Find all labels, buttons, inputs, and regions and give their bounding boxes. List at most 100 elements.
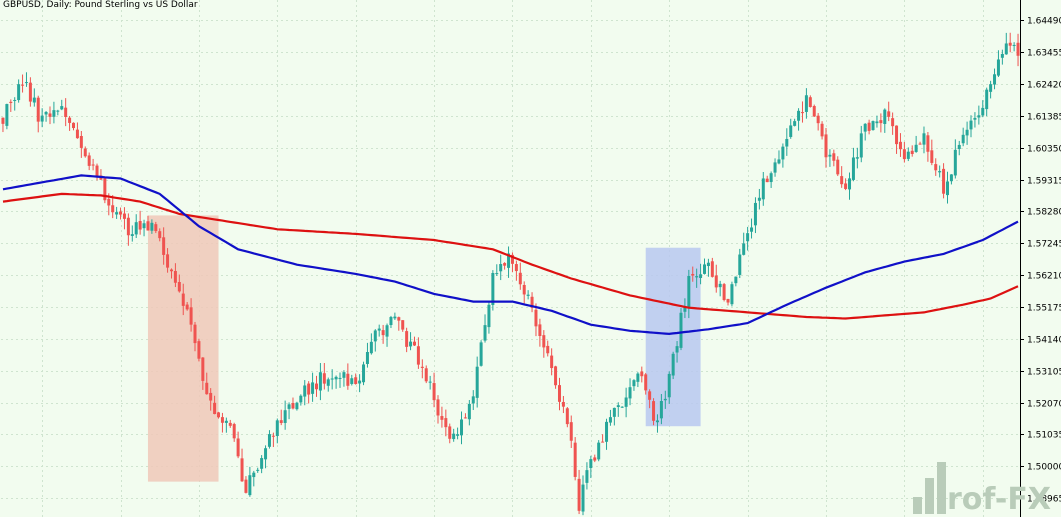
candle-bull (945, 181, 949, 196)
candle-bull (848, 178, 852, 190)
candle-bull (636, 373, 640, 382)
candle-bear (185, 304, 189, 310)
candle-bull (326, 379, 330, 386)
candle-bull (456, 434, 460, 436)
candle-bear (79, 135, 83, 148)
candle-bull (871, 121, 875, 131)
candle-bull (683, 306, 687, 312)
candle-bull (989, 84, 993, 92)
moving-averages (2, 174, 1019, 336)
candle-bull (957, 144, 961, 150)
candle-bear (561, 401, 565, 407)
candle-bear (550, 355, 554, 369)
candle-bull (938, 171, 942, 173)
candle-bear (209, 392, 213, 401)
candle-bear (236, 438, 240, 457)
candle-bull (883, 109, 887, 124)
candle-bull (264, 448, 268, 460)
candle-bear (1016, 42, 1020, 56)
candle-bear (800, 112, 804, 114)
candle-bear (448, 426, 452, 439)
candle-bull (252, 472, 256, 478)
candle-bear (542, 335, 546, 348)
candle-bull (32, 97, 36, 103)
candle-bear (424, 368, 428, 382)
candle-bear (119, 211, 123, 215)
candle-bear (652, 401, 656, 421)
candle-bear (463, 417, 467, 419)
candle-bear (126, 217, 130, 236)
candle-bull (409, 341, 413, 347)
candle-bull (589, 459, 593, 468)
y-tick-label: 1.64490 (1027, 17, 1061, 27)
candle-bear (565, 408, 569, 425)
candle-bull (134, 222, 138, 235)
candle-bull (507, 253, 511, 268)
candle-bear (722, 284, 726, 300)
candle-bull (985, 89, 989, 110)
candle-bear (514, 264, 518, 272)
candle-bull (620, 406, 624, 408)
candle-bear (816, 115, 820, 124)
candle-bear (173, 270, 177, 283)
candle-bear (193, 324, 197, 344)
candle-bull (671, 353, 675, 376)
candle-bear (291, 403, 295, 409)
candle-bull (851, 157, 855, 180)
candle-bear (416, 346, 420, 365)
candle-bull (142, 223, 146, 229)
candle-bull (730, 284, 734, 305)
candle-bear (401, 320, 405, 330)
candle-bear (1008, 42, 1012, 46)
candle-bear (28, 82, 32, 102)
candle-bull (624, 397, 628, 407)
candle-bear (189, 307, 193, 325)
candle-bull (738, 254, 742, 275)
candle-bear (146, 221, 150, 231)
candle-bull (487, 304, 491, 328)
candle-bull (750, 227, 754, 232)
candle-bull (267, 434, 271, 447)
candle-bear (158, 231, 162, 239)
candle-bear (91, 164, 95, 166)
candle-bear (111, 205, 115, 213)
watermark-bar-3 (937, 462, 946, 514)
ma-fast-line (2, 174, 1019, 336)
candle-bull (1004, 43, 1008, 55)
candle-bull (659, 400, 663, 419)
candle-bear (83, 148, 87, 157)
watermark: rof-FX (913, 462, 1051, 517)
candle-bull (914, 144, 918, 152)
highlight-zone-bull (645, 247, 701, 427)
y-tick-label: 1.62420 (1027, 81, 1061, 91)
candle-bull (334, 376, 338, 380)
candle-bear (714, 275, 718, 288)
candle-bull (667, 373, 671, 398)
candle-bull (369, 341, 373, 354)
candle-bear (573, 442, 577, 477)
candle-bear (593, 457, 597, 461)
candle-bear (307, 383, 311, 395)
candle-bull (283, 410, 287, 423)
candle-bull (256, 469, 260, 471)
candle-bull (828, 154, 832, 157)
candle-bull (949, 174, 953, 182)
candle-bear (644, 374, 648, 391)
candle-bull (358, 380, 362, 384)
candle-bull (616, 405, 620, 407)
candle-bear (518, 272, 522, 285)
candles (1, 32, 1020, 516)
candle-bull (299, 395, 303, 403)
candle-bull (777, 159, 781, 164)
candle-bull (248, 475, 252, 496)
candle-bull (953, 149, 957, 176)
candle-bear (840, 176, 844, 185)
candle-bull (342, 372, 346, 378)
candle-bull (526, 294, 530, 296)
candle-bear (808, 97, 812, 107)
candle-bull (742, 243, 746, 255)
candle-bull (965, 129, 969, 136)
candle-bull (969, 120, 973, 130)
